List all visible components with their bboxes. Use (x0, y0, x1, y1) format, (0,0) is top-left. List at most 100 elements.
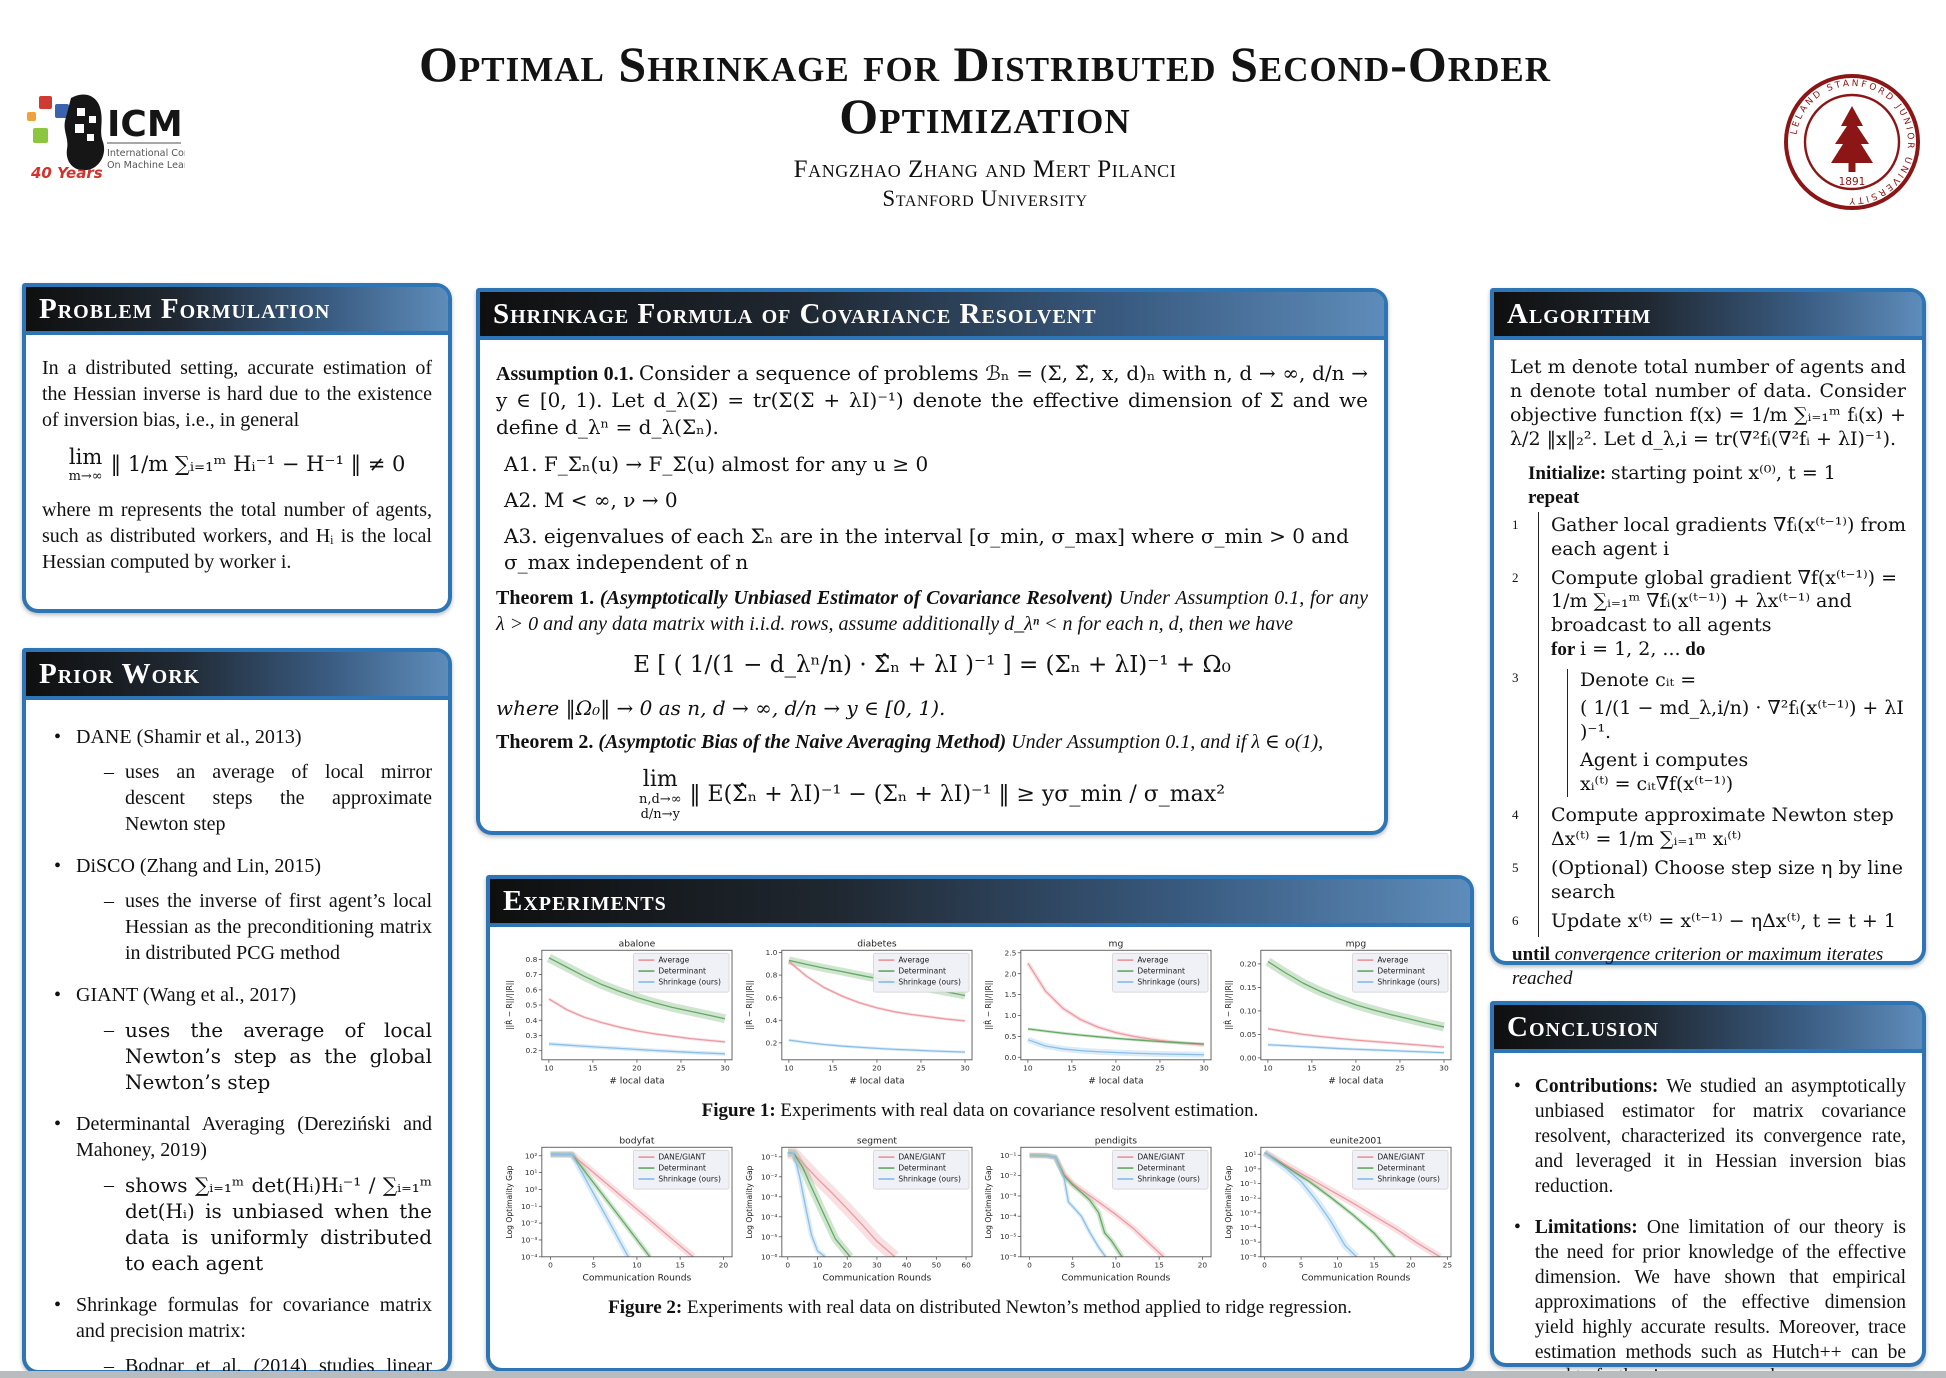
svg-text:5: 5 (1299, 1260, 1304, 1269)
svg-text:25: 25 (1443, 1260, 1453, 1269)
figure-2-label: Figure 2: (608, 1296, 683, 1318)
poster-bottom-edge (0, 1371, 1946, 1378)
svg-text:DANE/GIANT: DANE/GIANT (658, 1152, 706, 1161)
theorem-2-text: Under Assumption 0.1, and if λ ∈ o(1), (1011, 730, 1324, 753)
svg-text:Shrinkage (ours): Shrinkage (ours) (1377, 1174, 1440, 1183)
figure-2-charts: 0 5 10 15 20 10² 10¹ 10⁰ 10⁻¹ 10⁻² 10⁻³ 10⁻⁴ bodyfat… (502, 1130, 1458, 1286)
problem-formulation-text-2: where m represents the total number of a… (42, 499, 432, 573)
dash-icon: – (104, 1174, 114, 1196)
assumption-text: Consider a sequence of problems ℬₙ = (Σ,… (496, 361, 1368, 439)
svg-text:DANE/GIANT: DANE/GIANT (1138, 1152, 1186, 1161)
prior-work-detail: shows ∑ᵢ₌₁ᵐ det(Hᵢ)Hᵢ⁻¹ / ∑ᵢ₌₁ᵐ det(Hᵢ) … (125, 1173, 432, 1275)
svg-text:20: 20 (842, 1260, 852, 1269)
svg-text:Determinant: Determinant (658, 1163, 706, 1172)
svg-text:10⁻²: 10⁻² (761, 1172, 777, 1181)
svg-text:0.7: 0.7 (525, 970, 537, 979)
svg-text:20: 20 (719, 1260, 729, 1269)
assumption-a1: A1. F_Σₙ(u) → F_Σ(u) almost for any u ≥ … (504, 452, 929, 476)
svg-text:15: 15 (675, 1260, 685, 1269)
theorem-2-name: (Asymptotic Bias of the Naive Averaging … (598, 730, 1007, 753)
svg-text:15: 15 (1155, 1260, 1165, 1269)
svg-text:10⁻⁵: 10⁻⁵ (1240, 1237, 1256, 1246)
figure-1-caption: Figure 1: Experiments with real data on … (502, 1099, 1458, 1124)
svg-text:Log Optimality Gap: Log Optimality Gap (1224, 1165, 1233, 1238)
equation-body: ‖ 1/m ∑ᵢ₌₁ᵐ Hᵢ⁻¹ − H⁻¹ ‖ ≠ 0 (110, 452, 406, 477)
theorem-2-label: Theorem 2. (496, 730, 594, 753)
section-header-experiments: Experiments (490, 879, 1470, 927)
step-text: Compute global gradient ∇f(x⁽ᵗ⁻¹⁾) = 1/m… (1551, 566, 1898, 637)
svg-text:0.4: 0.4 (765, 1016, 777, 1025)
svg-text:0.0: 0.0 (1005, 1053, 1017, 1062)
svg-text:pendigits: pendigits (1095, 1135, 1138, 1146)
icml-40-years-badge: 40 Years (30, 164, 103, 182)
step-text: Update x⁽ᵗ⁾ = x⁽ᵗ⁻¹⁾ − ηΔx⁽ᵗ⁾, t = t + 1 (1538, 907, 1906, 937)
chart-eunite2001: 0 5 10 15 20 25 10¹ 10⁰ 10⁻¹ 10⁻² 10⁻³ 10⁻⁴ 10⁻⁵ 10⁻⁶… (1224, 1135, 1453, 1283)
svg-text:0.8: 0.8 (525, 955, 537, 964)
conclusion-text: We studied an asymptotically unbiased es… (1534, 1076, 1906, 1197)
svg-text:15: 15 (1307, 1064, 1317, 1073)
svg-text:10⁻¹: 10⁻¹ (761, 1152, 777, 1161)
svg-text:15: 15 (1369, 1260, 1379, 1269)
icml-tagline-1: International Conference (107, 148, 185, 159)
until-text: convergence criterion or maximum iterate… (1512, 943, 1884, 989)
svg-text:20: 20 (872, 1064, 882, 1073)
svg-text:abalone: abalone (619, 938, 656, 949)
svg-text:5: 5 (1071, 1260, 1076, 1269)
seal-tree-icon (1831, 106, 1873, 172)
svg-text:10⁻¹: 10⁻¹ (1240, 1179, 1256, 1188)
svg-text:10⁻⁴: 10⁻⁴ (761, 1212, 777, 1221)
svg-text:0.2: 0.2 (525, 1046, 537, 1055)
panel-shrinkage-formula: Shrinkage Formula of Covariance Resolven… (476, 288, 1388, 835)
svg-text:Determinant: Determinant (1138, 1163, 1186, 1172)
svg-text:10⁻¹: 10⁻¹ (1000, 1151, 1016, 1160)
svg-text:15: 15 (828, 1064, 838, 1073)
dash-icon: – (104, 1019, 114, 1041)
icml-tagline-2: On Machine Learning (107, 160, 185, 171)
svg-text:10⁰: 10⁰ (1244, 1164, 1256, 1173)
svg-text:10⁻⁵: 10⁻⁵ (1000, 1232, 1016, 1241)
assumption-paragraph: Assumption 0.1. Consider a sequence of p… (496, 360, 1368, 441)
bullet-icon: • (54, 984, 62, 1006)
theorem-1-text: Under Assumption 0.1, for any λ > 0 and … (496, 587, 1369, 635)
algorithm-until-line: until convergence criterion or maximum i… (1512, 943, 1906, 991)
bullet-icon: • (54, 726, 62, 748)
svg-text:Shrinkage (ours): Shrinkage (ours) (898, 1174, 961, 1183)
svg-text:15: 15 (588, 1064, 598, 1073)
svg-text:2.5: 2.5 (1005, 948, 1017, 957)
step-number: 5 (1512, 859, 1519, 875)
section-header-algorithm: Algorithm (1494, 292, 1922, 340)
svg-text:0.8: 0.8 (765, 971, 777, 980)
panel-algorithm: Algorithm Let m denote total number of a… (1490, 288, 1926, 989)
algorithm-step-1: 1 Gather local gradients ∇fᵢ(x⁽ᵗ⁻¹⁾) fro… (1512, 511, 1906, 565)
svg-text:# local data: # local data (849, 1076, 904, 1087)
algorithm-step-6: 6 Update x⁽ᵗ⁾ = x⁽ᵗ⁻¹⁾ − ηΔx⁽ᵗ⁾, t = t +… (1512, 907, 1906, 937)
svg-text:0.4: 0.4 (525, 1016, 537, 1025)
poster-title-block: Optimal Shrinkage for Distributed Second… (230, 38, 1740, 212)
svg-text:DANE/GIANT: DANE/GIANT (1377, 1152, 1425, 1161)
svg-text:10²: 10² (525, 1151, 537, 1160)
svg-text:Log Optimality Gap: Log Optimality Gap (984, 1165, 993, 1238)
poster-title-line1: Optimal Shrinkage for Distributed Second… (419, 36, 1551, 92)
svg-text:10: 10 (1023, 1064, 1033, 1073)
figure-1-label: Figure 1: (701, 1100, 776, 1121)
svg-text:||R̂ − R||/||R||: ||R̂ − R||/||R|| (1224, 980, 1233, 1030)
prior-work-item-determinantal: • Determinantal Averaging (Dereziński an… (42, 1111, 432, 1276)
algorithm-step-3: 3 Denote cᵢₜ = ( 1/(1 − md_λ,i/n) · ∇²fᵢ… (1512, 665, 1906, 802)
svg-text:10⁰: 10⁰ (525, 1185, 537, 1194)
svg-text:Determinant: Determinant (1138, 967, 1186, 976)
step-text: (Optional) Choose step size η by line se… (1538, 854, 1906, 908)
svg-text:25: 25 (916, 1064, 926, 1073)
svg-text:10⁻⁶: 10⁻⁶ (761, 1252, 777, 1261)
figure-1-text: Experiments with real data on covariance… (780, 1100, 1259, 1121)
figure-1-charts: 10 15 20 25 30 0.2 0.3 0.4 0.5 0.6 0.7 0.8 abalone # … (502, 933, 1458, 1089)
icml-mark-icon (27, 94, 105, 171)
do-keyword: do (1685, 639, 1706, 661)
svg-text:# local data: # local data (1328, 1076, 1383, 1087)
svg-text:0.5: 0.5 (1005, 1032, 1017, 1041)
svg-text:Average: Average (1138, 956, 1169, 965)
svg-text:Shrinkage (ours): Shrinkage (ours) (658, 1174, 721, 1183)
prior-work-title: DiSCO (Zhang and Lin, 2015) (76, 855, 321, 877)
chart-bodyfat: 0 5 10 15 20 10² 10¹ 10⁰ 10⁻¹ 10⁻² 10⁻³ 10⁻⁴ bodyfat… (505, 1135, 733, 1283)
limit-subscript-2: d/n→y (640, 806, 680, 822)
